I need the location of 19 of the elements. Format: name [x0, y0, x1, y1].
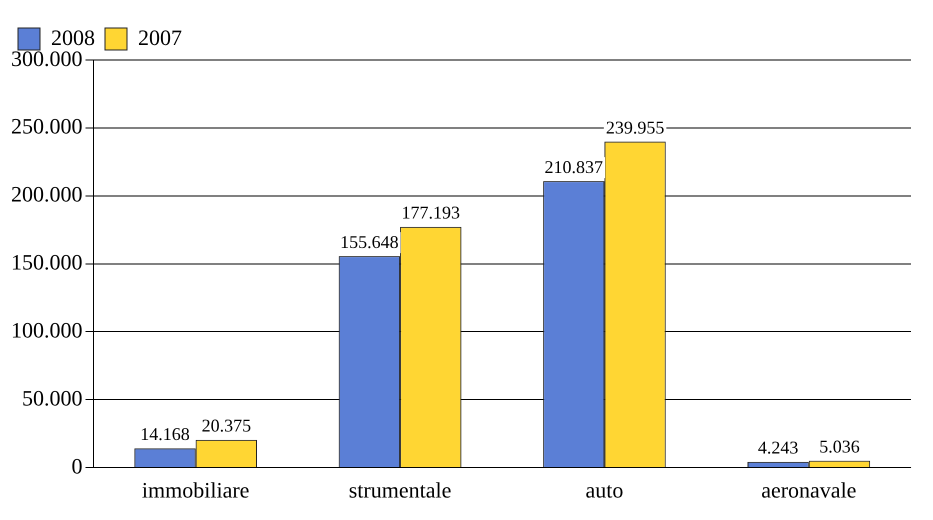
data-label: 5.036 [819, 436, 860, 456]
data-label: 210.837 [544, 156, 604, 177]
y-tick-label: 150.000 [11, 250, 82, 275]
y-tick-label: 250.000 [11, 114, 82, 139]
x-tick-label: immobiliare [142, 478, 250, 503]
data-label: 20.375 [202, 416, 252, 436]
x-tick-label: auto [585, 478, 624, 503]
data-label: 155.648 [340, 232, 399, 252]
y-tick-label: 100.000 [11, 318, 82, 343]
data-label: 239.955 [606, 117, 664, 138]
data-label: 14.168 [140, 424, 190, 444]
x-tick-label: strumentale [348, 478, 452, 503]
y-tick-label: 50.000 [22, 385, 82, 410]
legend-label: 2007 [138, 24, 182, 50]
y-tick-label: 0 [72, 453, 82, 478]
x-tick-label: aeronavale [761, 478, 856, 503]
data-label: 4.243 [758, 438, 798, 458]
y-tick-label: 200.000 [11, 182, 82, 207]
data-label: 177.193 [401, 202, 460, 223]
